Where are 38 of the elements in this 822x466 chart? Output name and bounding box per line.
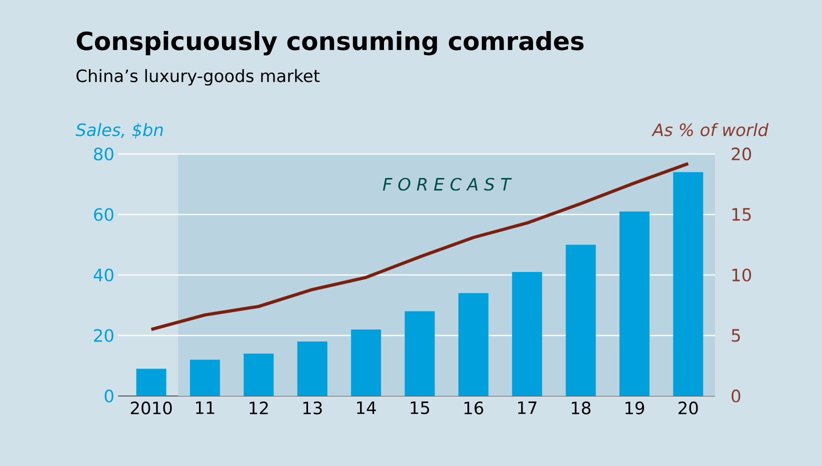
x-tick-label: 11 [196,402,214,414]
x-tick-label: 2010 [130,402,172,414]
x-tick-label: 18 [572,402,590,414]
bar [566,244,596,396]
y2-tick-label: 20 [732,148,752,160]
bar [297,342,328,396]
y2-axis-title: As % of world [652,123,769,136]
chart-subtitle: China’s luxury-goods market [76,69,320,86]
x-tick-label: 17 [518,402,536,414]
bar [619,211,650,396]
bar [351,329,382,396]
y-tick-label: 80 [94,148,114,160]
line-series [150,162,690,332]
x-tick-label: 20 [678,402,698,414]
chart-title: Conspicuously consuming comrades [76,31,584,56]
y-tick-label: 40 [94,268,114,282]
x-tick-label: 16 [464,402,484,414]
bar [458,293,488,396]
y-tick-label: 60 [94,208,114,221]
y2-tick-label: 15 [732,208,751,221]
band-label: F O R E C A S T [382,178,512,191]
x-tick-label: 12 [250,402,268,414]
bar [673,172,704,396]
y-tick-label: 0 [104,390,114,402]
bar [512,272,542,396]
bar [136,368,166,396]
y2-tick-label: 10 [732,268,752,282]
x-tick-label: 13 [303,402,322,414]
y-tick-label: 20 [94,329,114,342]
bar [404,311,435,396]
x-tick-label: 19 [626,402,644,414]
y2-tick-label: 5 [732,329,740,342]
bar [190,360,220,396]
x-tick-label: 15 [410,402,430,414]
x-tick-label: 14 [357,402,376,414]
y2-tick-label: 0 [732,390,740,402]
bar [244,354,274,396]
y-axis-title: Sales, $bn [76,123,163,138]
